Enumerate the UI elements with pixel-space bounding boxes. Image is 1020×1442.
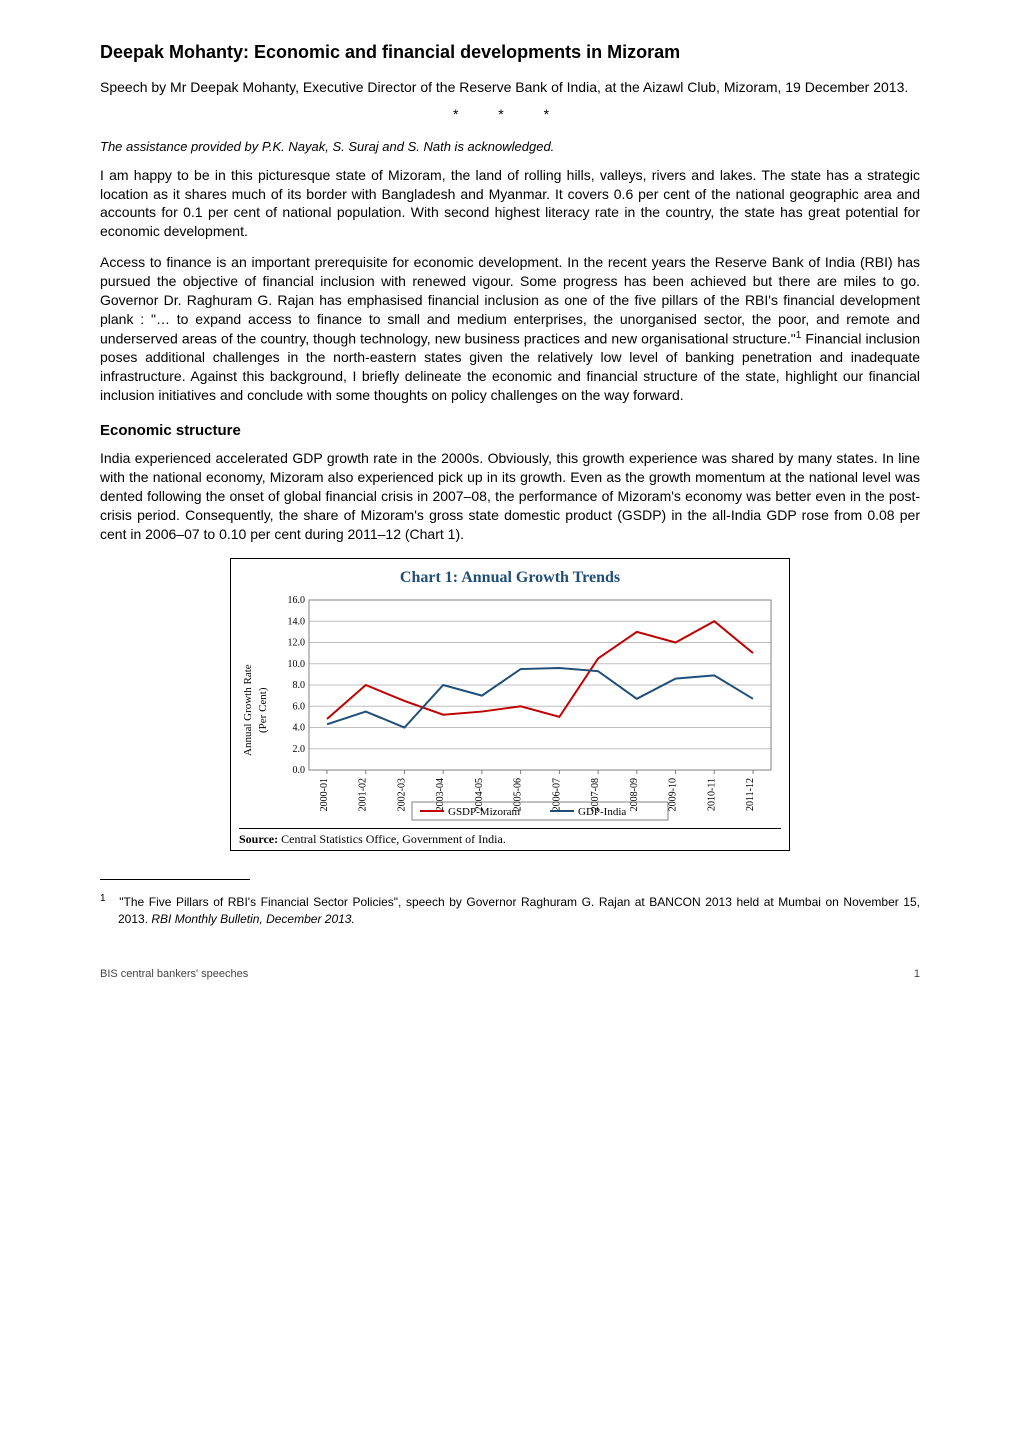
chart-svg: 0.0 2.0 4.0 6.0 8.0 10.0 12.0 14.0 16.0 2000-01 20… xyxy=(271,594,781,826)
svg-text:14.0: 14.0 xyxy=(287,617,305,628)
runner-right: 1 xyxy=(914,967,920,982)
doc-title: Deepak Mohanty: Economic and financial d… xyxy=(100,40,920,64)
svg-text:2001-02: 2001-02 xyxy=(357,778,368,811)
chart-source: Source: Central Statistics Office, Gover… xyxy=(239,828,781,847)
svg-text:GSDP-Mizoram: GSDP-Mizoram xyxy=(448,806,521,818)
chart-y-axis-label: Annual Growth Rate(Per Cent) xyxy=(239,594,271,826)
svg-text:10.0: 10.0 xyxy=(287,659,305,670)
acknowledgement: The assistance provided by P.K. Nayak, S… xyxy=(100,138,920,156)
doc-intro: Speech by Mr Deepak Mohanty, Executive D… xyxy=(100,78,920,97)
footnote-marker: 1 xyxy=(100,893,106,904)
paragraph-2: Access to finance is an important prereq… xyxy=(100,253,920,405)
svg-text:2008-09: 2008-09 xyxy=(629,778,640,811)
separator-stars: * * * xyxy=(100,105,920,124)
svg-text:2003-04: 2003-04 xyxy=(435,778,446,811)
svg-text:2002-03: 2002-03 xyxy=(396,778,407,811)
runner-left: BIS central bankers' speeches xyxy=(100,967,248,982)
svg-text:2009-10: 2009-10 xyxy=(667,778,678,811)
svg-text:12.0: 12.0 xyxy=(287,638,305,649)
svg-text:8.0: 8.0 xyxy=(292,680,305,691)
chart-title: Chart 1: Annual Growth Trends xyxy=(239,567,781,589)
chart-1-container: Chart 1: Annual Growth Trends Annual Gro… xyxy=(230,558,790,852)
footnote-1: 1 "The Five Pillars of RBI's Financial S… xyxy=(100,892,920,926)
svg-text:4.0: 4.0 xyxy=(292,723,305,734)
svg-text:6.0: 6.0 xyxy=(292,702,305,713)
svg-text:2000-01: 2000-01 xyxy=(319,778,330,811)
svg-text:2011-12: 2011-12 xyxy=(745,778,756,811)
svg-text:2.0: 2.0 xyxy=(292,744,305,755)
svg-text:2010-11: 2010-11 xyxy=(706,778,717,811)
svg-text:GDP-India: GDP-India xyxy=(578,806,626,818)
paragraph-3: India experienced accelerated GDP growth… xyxy=(100,449,920,543)
paragraph-1: I am happy to be in this picturesque sta… xyxy=(100,166,920,242)
section-heading-economic-structure: Economic structure xyxy=(100,421,920,441)
page-runner: BIS central bankers' speeches 1 xyxy=(100,967,920,982)
svg-text:0.0: 0.0 xyxy=(292,765,305,776)
footnote-separator xyxy=(100,879,250,880)
svg-text:16.0: 16.0 xyxy=(287,595,305,606)
footnote-italic: RBI Monthly Bulletin, December 2013. xyxy=(151,912,354,926)
svg-text:2006-07: 2006-07 xyxy=(551,778,562,811)
